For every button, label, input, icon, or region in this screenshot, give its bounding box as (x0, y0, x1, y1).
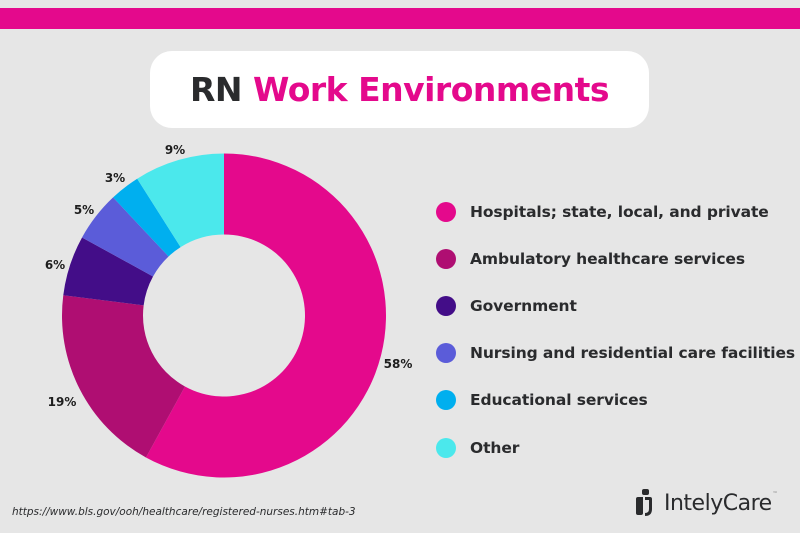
percent-label: 9% (164, 143, 186, 157)
legend-item-ambulatory: Ambulatory healthcare services (436, 235, 795, 282)
donut-slice (145, 153, 386, 478)
legend-label: Educational services (470, 391, 648, 410)
percent-label: 19% (47, 395, 77, 409)
donut-slice (137, 153, 224, 248)
legend-dot-icon (436, 390, 456, 411)
trademark-symbol: ™ (772, 490, 778, 497)
donut-slice (63, 237, 154, 306)
title-part-work-environments: Work Environments (252, 70, 610, 109)
donut-slice (61, 295, 185, 458)
percent-label: 3% (104, 171, 126, 185)
legend-item-hospitals: Hospitals; state, local, and private (436, 188, 795, 235)
brand-logo: IntelyCare™ (634, 489, 778, 517)
legend-dot-icon (436, 248, 456, 269)
source-citation: https://www.bls.gov/ooh/healthcare/regis… (12, 506, 356, 518)
intelycare-logo-icon (636, 489, 652, 516)
donut-slice (82, 197, 169, 277)
donut-slice (113, 178, 181, 257)
legend-dot-icon (436, 343, 456, 364)
legend-item-government: Government (436, 282, 795, 329)
legend-dot-icon (436, 437, 456, 458)
brand-name-text: IntelyCare (664, 490, 772, 516)
legend-dot-icon (436, 295, 456, 316)
donut-slices (61, 153, 386, 478)
percent-label: 6% (44, 258, 66, 272)
legend-dot-icon (436, 201, 456, 222)
percent-label: 5% (73, 203, 95, 217)
legend-label: Hospitals; state, local, and private (470, 202, 769, 221)
title-part-rn: RN (189, 70, 243, 109)
chart-legend: Hospitals; state, local, and private Amb… (436, 188, 795, 471)
brand-name: IntelyCare™ (664, 490, 778, 516)
legend-label: Other (470, 438, 520, 457)
percent-label: 58% (383, 357, 413, 371)
legend-label: Ambulatory healthcare services (470, 249, 745, 268)
title-card: RN Work Environments (150, 51, 649, 128)
page-title: RN Work Environments (189, 70, 610, 109)
legend-label: Government (470, 296, 577, 315)
top-accent-bar (0, 8, 800, 29)
legend-item-educational: Educational services (436, 377, 795, 424)
legend-item-nursing: Nursing and residential care facilities (436, 330, 795, 377)
legend-item-other: Other (436, 424, 795, 471)
legend-label: Nursing and residential care facilities (470, 344, 796, 363)
